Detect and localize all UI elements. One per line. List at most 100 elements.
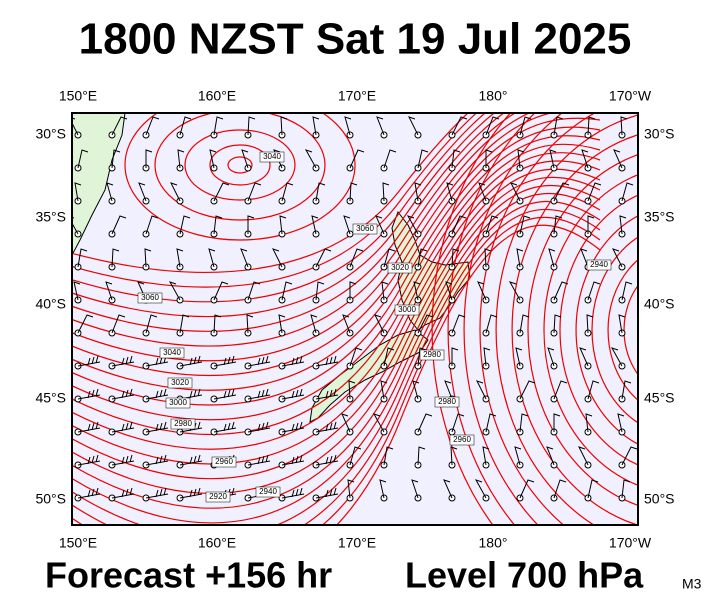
barb [77, 388, 101, 400]
barb [417, 413, 433, 433]
barb [111, 454, 135, 466]
barb [145, 215, 159, 235]
contour [335, 224, 601, 525]
contour-label-box [434, 396, 460, 408]
barb [451, 314, 466, 334]
barb [417, 347, 427, 367]
barb [111, 215, 127, 235]
barb [77, 149, 89, 169]
barb [145, 388, 169, 400]
contour [72, 193, 601, 524]
barb [620, 116, 628, 136]
barb [77, 487, 101, 499]
contour-label: 3000 [169, 398, 187, 407]
barb [483, 347, 491, 367]
barb [579, 347, 589, 367]
barb [553, 380, 568, 400]
barb [349, 347, 363, 367]
barb [382, 182, 390, 202]
barb [241, 149, 249, 169]
contour [591, 236, 638, 424]
contour [575, 215, 638, 445]
lon-label: 150°E [59, 88, 97, 104]
barb [111, 388, 135, 400]
contour [607, 259, 638, 401]
contour-label: 2940 [590, 260, 608, 269]
barb [77, 454, 101, 466]
barb [374, 314, 385, 334]
barb [310, 314, 318, 334]
barb [618, 314, 626, 334]
contour-label: 2920 [209, 492, 227, 501]
contour [495, 114, 638, 525]
contour [623, 284, 638, 376]
forecast-label: Forecast +156 hr [45, 555, 332, 596]
title: 1800 NZST Sat 19 Jul 2025 [79, 15, 632, 64]
contour-label-box [387, 262, 413, 274]
barb [586, 314, 594, 334]
barb [519, 215, 531, 235]
contour [72, 117, 601, 391]
contour [72, 113, 478, 288]
barb [380, 380, 388, 400]
barb [485, 215, 499, 235]
barb [281, 355, 305, 367]
barb [208, 248, 216, 268]
barb [281, 281, 293, 301]
barb [553, 182, 570, 202]
contour-label-box [449, 434, 475, 446]
barb [376, 116, 385, 136]
barb [247, 421, 271, 433]
barb [613, 149, 623, 169]
barb [145, 487, 169, 499]
barb [281, 182, 294, 202]
barb [515, 347, 523, 367]
lon-label: 170°W [609, 88, 652, 104]
contour-label-box [167, 377, 193, 389]
contour [124, 113, 356, 241]
barb [111, 116, 128, 136]
lat-label: 30°S [644, 126, 675, 142]
barb [451, 413, 465, 433]
barb [77, 355, 101, 367]
barb [179, 487, 203, 499]
barb [553, 413, 561, 432]
barb [519, 479, 535, 499]
barb [485, 314, 498, 334]
barb [408, 116, 419, 136]
australia [72, 113, 126, 256]
barb [213, 116, 224, 136]
barb [485, 116, 500, 136]
barb [612, 248, 623, 268]
contour [72, 113, 469, 273]
barb [168, 281, 181, 301]
barb [209, 149, 217, 169]
contour [511, 134, 638, 525]
contour-label: 2980 [174, 419, 192, 428]
contour-label: 3020 [171, 378, 189, 387]
barb [247, 116, 256, 136]
barb [514, 446, 522, 466]
barb [72, 216, 79, 235]
barb [213, 182, 230, 202]
contour-label: 2960 [453, 435, 471, 444]
barb [279, 215, 287, 235]
barb [349, 182, 358, 202]
contour-label-box [586, 259, 612, 271]
barb [610, 347, 623, 367]
barb [170, 182, 181, 202]
contour-label-box [159, 347, 185, 359]
barb [247, 355, 271, 367]
barb [585, 413, 593, 433]
frame [71, 112, 639, 526]
barb [587, 479, 599, 499]
barb [111, 248, 120, 268]
lat-label: 50°S [35, 491, 66, 507]
contour [543, 174, 638, 486]
lat-label: 30°S [35, 126, 66, 142]
barb [476, 380, 487, 400]
lon-label: 170°E [338, 535, 376, 551]
barb [281, 388, 305, 400]
barb [111, 314, 126, 334]
barb [213, 421, 237, 433]
